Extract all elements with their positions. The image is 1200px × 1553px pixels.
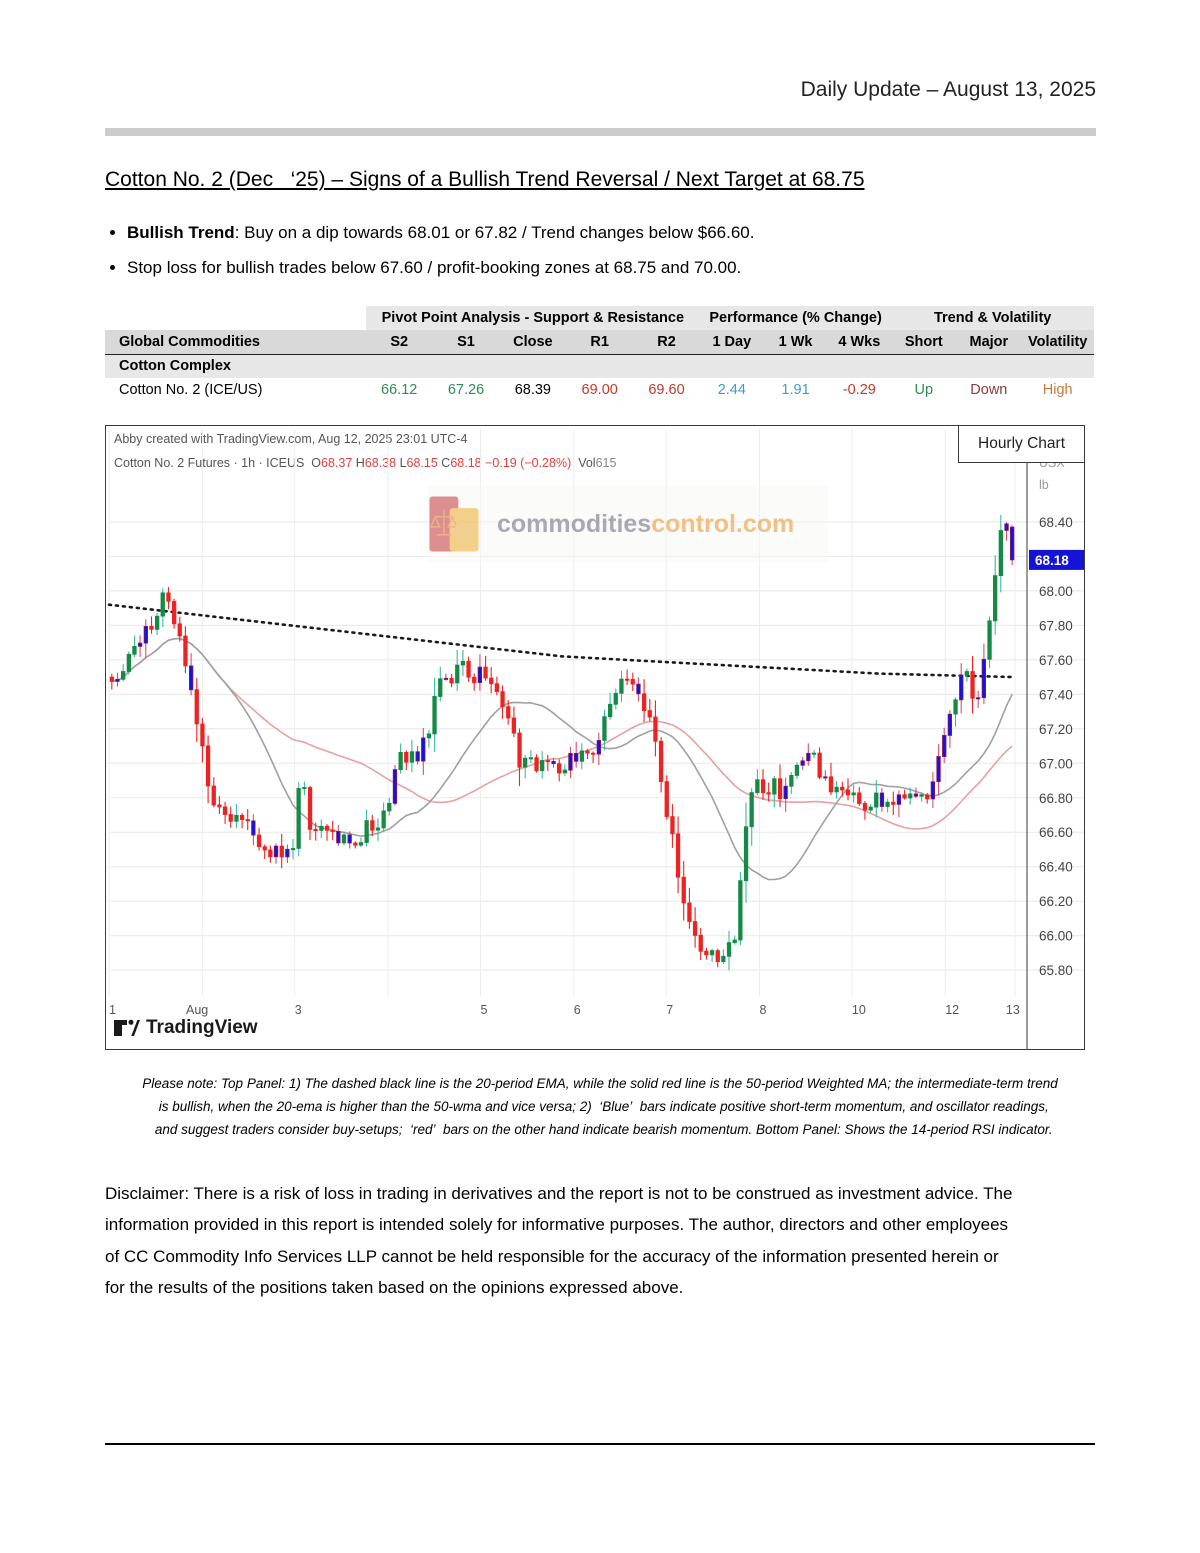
svg-text:8: 8 (760, 1003, 767, 1017)
svg-text:66.80: 66.80 (1039, 791, 1073, 806)
svg-text:12: 12 (945, 1003, 959, 1017)
svg-text:7: 7 (666, 1003, 673, 1017)
svg-text:68.18: 68.18 (1035, 553, 1069, 568)
svg-text:5: 5 (481, 1003, 488, 1017)
svg-text:lb: lb (1039, 478, 1049, 492)
svg-text:66.00: 66.00 (1039, 929, 1073, 944)
svg-text:10: 10 (852, 1003, 866, 1017)
svg-text:67.40: 67.40 (1039, 687, 1073, 702)
svg-text:Aug: Aug (186, 1003, 208, 1017)
svg-text:68.40: 68.40 (1039, 515, 1073, 530)
svg-text:67.20: 67.20 (1039, 722, 1073, 737)
svg-text:6: 6 (574, 1003, 581, 1017)
svg-text:3: 3 (295, 1003, 302, 1017)
svg-text:67.60: 67.60 (1039, 653, 1073, 668)
svg-text:1: 1 (109, 1003, 116, 1017)
svg-text:67.80: 67.80 (1039, 618, 1073, 633)
svg-text:68.00: 68.00 (1039, 584, 1073, 599)
svg-text:66.60: 66.60 (1039, 825, 1073, 840)
svg-text:67.00: 67.00 (1039, 756, 1073, 771)
svg-text:65.80: 65.80 (1039, 963, 1073, 978)
svg-text:66.40: 66.40 (1039, 860, 1073, 875)
svg-text:66.20: 66.20 (1039, 894, 1073, 909)
svg-text:13: 13 (1006, 1003, 1020, 1017)
